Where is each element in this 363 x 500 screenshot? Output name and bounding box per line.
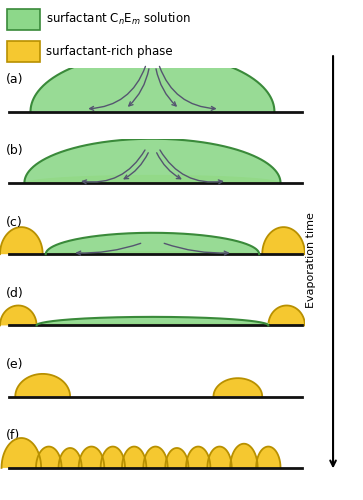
Polygon shape: [230, 444, 258, 468]
Text: (a): (a): [6, 73, 24, 86]
Text: (c): (c): [6, 216, 23, 228]
Polygon shape: [36, 446, 62, 468]
Bar: [7, 9, 40, 30]
Text: (d): (d): [6, 287, 24, 300]
Polygon shape: [0, 227, 43, 254]
Polygon shape: [58, 448, 82, 468]
Text: (f): (f): [6, 430, 20, 442]
Text: surfactant-rich phase: surfactant-rich phase: [46, 45, 172, 58]
Polygon shape: [143, 446, 168, 468]
Polygon shape: [207, 446, 232, 468]
Polygon shape: [37, 317, 268, 326]
Polygon shape: [213, 378, 262, 396]
Text: (b): (b): [6, 144, 24, 158]
Text: (e): (e): [6, 358, 24, 371]
Polygon shape: [24, 139, 281, 183]
Polygon shape: [79, 446, 104, 468]
Text: surfactant $\mathrm{C}_n\mathrm{E}_m$ solution: surfactant $\mathrm{C}_n\mathrm{E}_m$ so…: [46, 11, 191, 27]
Polygon shape: [262, 227, 305, 254]
Text: Evaporation time: Evaporation time: [306, 212, 316, 308]
Polygon shape: [122, 446, 146, 468]
Polygon shape: [101, 446, 125, 468]
Polygon shape: [1, 438, 41, 468]
Polygon shape: [30, 54, 274, 112]
Bar: [7, 40, 40, 62]
Polygon shape: [0, 306, 37, 326]
Polygon shape: [256, 446, 281, 468]
Polygon shape: [46, 233, 259, 254]
Polygon shape: [15, 374, 70, 396]
Polygon shape: [268, 306, 305, 326]
Polygon shape: [186, 446, 211, 468]
Polygon shape: [165, 448, 188, 468]
